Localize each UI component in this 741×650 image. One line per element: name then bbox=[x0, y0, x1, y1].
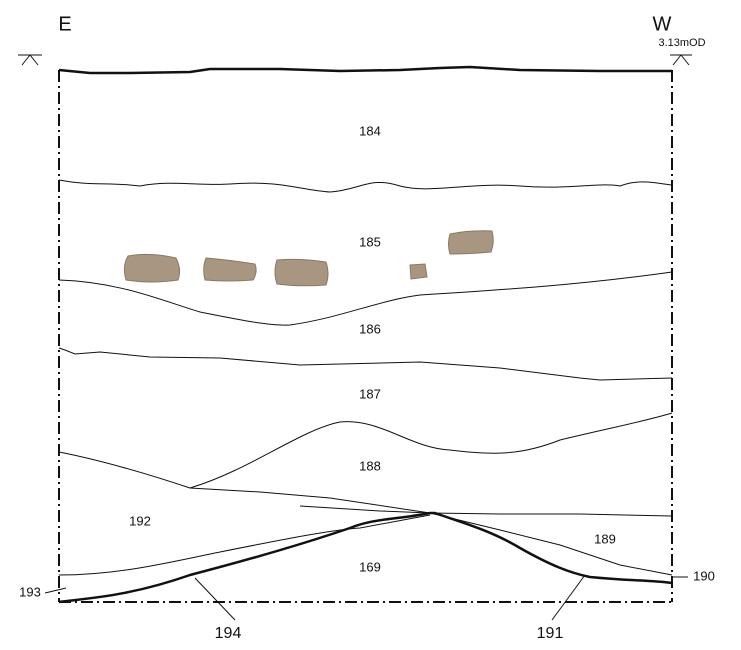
orientation-label: E bbox=[58, 13, 71, 35]
callout-label: 191 bbox=[537, 625, 564, 642]
datum-label: 3.13mOD bbox=[658, 37, 705, 49]
callout-label: 190 bbox=[693, 568, 715, 583]
leader-line bbox=[44, 574, 688, 621]
layer-label: 185 bbox=[359, 234, 381, 249]
layer-boundary bbox=[58, 179, 673, 576]
ground-surface bbox=[58, 65, 672, 75]
section-frame bbox=[58, 70, 673, 603]
callout-label: 193 bbox=[19, 584, 41, 599]
cut-edge bbox=[58, 511, 673, 604]
callout-label: 194 bbox=[215, 625, 242, 642]
layer-label: 187 bbox=[359, 386, 381, 401]
orientation-label: W bbox=[653, 13, 672, 35]
datum-marker bbox=[18, 54, 692, 66]
layer-label: 188 bbox=[359, 458, 381, 473]
layer-label: 189 bbox=[594, 531, 616, 546]
stone bbox=[123, 230, 494, 287]
layer-label: 192 bbox=[129, 513, 151, 528]
layer-label: 186 bbox=[359, 321, 381, 336]
layer-label: 184 bbox=[359, 123, 381, 138]
layer-label: 169 bbox=[359, 559, 381, 574]
